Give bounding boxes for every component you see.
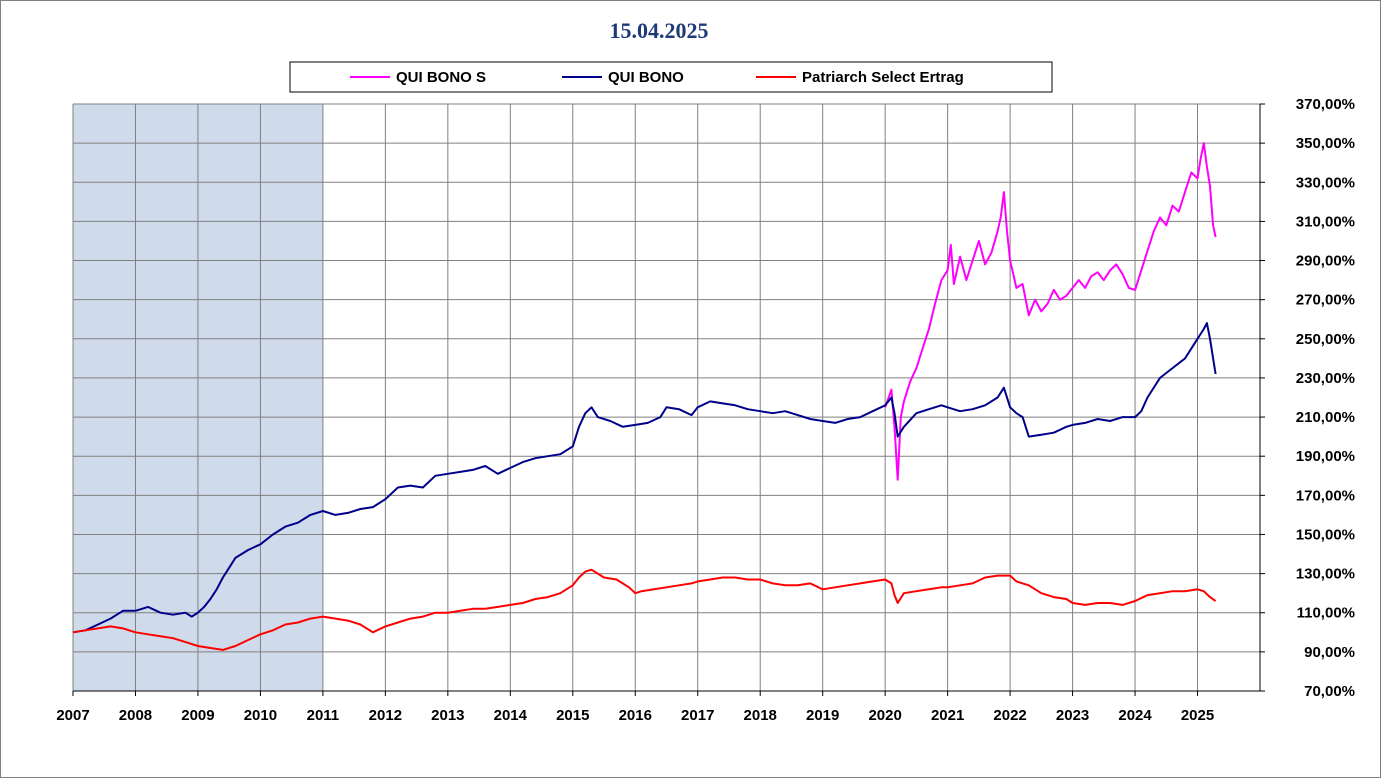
- chart-title: 15.04.2025: [610, 18, 709, 43]
- x-tick-label: 2007: [56, 707, 89, 724]
- legend: QUI BONO S QUI BONO Patriarch Select Ert…: [289, 61, 1053, 93]
- x-tick-label: 2017: [681, 707, 714, 724]
- y-tick-label: 90,00%: [1304, 644, 1355, 661]
- x-tick-label: 2019: [806, 707, 839, 724]
- x-tick-label: 2023: [1056, 707, 1089, 724]
- x-tick-label: 2014: [494, 707, 528, 724]
- y-tick-label: 130,00%: [1296, 566, 1355, 583]
- legend-label-qui-bono: QUI BONO: [608, 69, 684, 86]
- y-tick-label: 70,00%: [1304, 683, 1355, 700]
- y-tick-label: 330,00%: [1296, 174, 1355, 191]
- x-tick-label: 2022: [993, 707, 1026, 724]
- y-tick-label: 290,00%: [1296, 253, 1355, 270]
- legend-label-patriarch-select-ertrag: Patriarch Select Ertrag: [802, 69, 964, 86]
- x-tick-label: 2010: [244, 707, 277, 724]
- x-tick-label: 2012: [369, 707, 402, 724]
- y-tick-label: 210,00%: [1296, 409, 1355, 426]
- plot-area: 2007 2008 2009 2010 2011 2012 2013 2014 2015 2016…: [56, 96, 1355, 724]
- y-tick-label: 170,00%: [1296, 487, 1355, 504]
- x-tick-label: 2015: [556, 707, 589, 724]
- y-tick-label: 190,00%: [1296, 448, 1355, 465]
- x-tick-label: 2009: [181, 707, 214, 724]
- x-tick-label: 2020: [868, 707, 901, 724]
- y-tick-label: 310,00%: [1296, 213, 1355, 230]
- series-line-qui-bono-s: [884, 142, 1217, 481]
- y-tick-label: 350,00%: [1296, 135, 1355, 152]
- y-tick-label: 370,00%: [1296, 96, 1355, 113]
- x-tick-label: 2016: [619, 707, 652, 724]
- series-line-qui-bono: [72, 322, 1217, 634]
- x-tick-label: 2025: [1181, 707, 1214, 724]
- x-tick-label: 2021: [931, 707, 964, 724]
- x-tick-label: 2013: [431, 707, 464, 724]
- x-tick-label: 2024: [1118, 707, 1152, 724]
- x-tick-label: 2018: [744, 707, 777, 724]
- series-line-patriarch-select-ertrag: [72, 568, 1217, 651]
- y-tick-label: 270,00%: [1296, 292, 1355, 309]
- x-tick-label: 2008: [119, 707, 152, 724]
- y-tick-label: 110,00%: [1297, 605, 1355, 622]
- y-tick-label: 230,00%: [1296, 370, 1355, 387]
- y-tick-label: 250,00%: [1296, 331, 1355, 348]
- legend-label-qui-bono-s: QUI BONO S: [396, 69, 486, 86]
- legend-box: [289, 61, 1053, 93]
- x-tick-label: 2011: [307, 707, 340, 724]
- y-tick-label: 150,00%: [1296, 526, 1355, 543]
